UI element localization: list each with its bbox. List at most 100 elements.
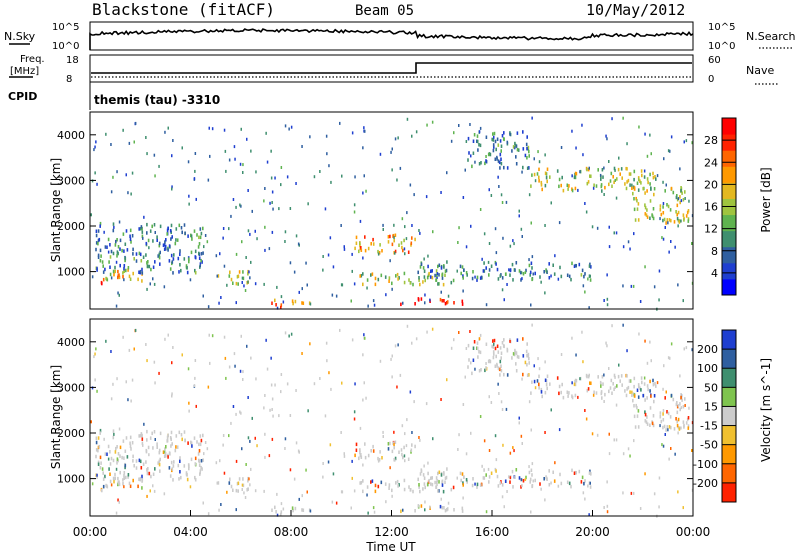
power-cell — [180, 268, 182, 273]
velocity-cell — [526, 353, 528, 358]
power-cell — [199, 264, 201, 268]
velocity-cell — [633, 414, 636, 419]
velocity-cell — [391, 488, 393, 493]
velocity-cell — [132, 478, 134, 483]
velocity-colorbar-swatch — [722, 425, 736, 446]
velocity-cell — [167, 433, 169, 438]
velocity-cell — [271, 408, 273, 411]
velocity-cell — [588, 373, 590, 377]
power-cell — [674, 245, 676, 249]
velocity-cell — [271, 437, 274, 441]
power-cell — [438, 282, 440, 286]
velocity-cell — [280, 502, 283, 506]
velocity-cell — [512, 446, 514, 450]
velocity-cell — [667, 411, 670, 416]
power-cell — [649, 199, 652, 203]
power-cell — [167, 226, 169, 231]
power-cell — [154, 260, 156, 264]
freq-tick-top: 18 — [66, 55, 79, 66]
power-cell — [249, 276, 251, 280]
power-cell — [465, 140, 468, 143]
velocity-cell — [541, 394, 543, 399]
power-cell — [654, 175, 656, 179]
velocity-cell — [601, 375, 604, 379]
power-cell — [682, 299, 684, 303]
power-cell — [351, 252, 353, 256]
velocity-cell — [635, 403, 637, 408]
power-cell — [608, 225, 610, 229]
power-cell — [106, 245, 108, 249]
velocity-cell — [478, 350, 480, 354]
velocity-cell — [275, 510, 277, 514]
power-cell — [423, 257, 425, 261]
power-cell — [584, 272, 586, 276]
velocity-cell — [613, 373, 616, 378]
power-cell — [397, 136, 399, 140]
velocity-cell — [307, 409, 309, 413]
velocity-cell — [423, 482, 426, 486]
velocity-cell — [567, 394, 569, 398]
velocity-cell — [364, 442, 366, 446]
power-cell — [230, 277, 233, 282]
power-cell — [402, 248, 404, 253]
power-cell — [241, 240, 243, 244]
velocity-cell — [426, 330, 428, 334]
velocity-cell — [125, 436, 128, 440]
velocity-cell — [403, 487, 406, 492]
power-cell — [146, 264, 149, 268]
velocity-cell — [117, 498, 119, 502]
power-cell — [158, 255, 161, 260]
velocity-cell — [424, 508, 426, 512]
power-cell — [665, 221, 667, 225]
velocity-cell — [132, 459, 134, 463]
power-cell — [127, 268, 129, 272]
velocity-cell — [392, 441, 394, 445]
power-cell — [633, 169, 636, 174]
power-cell — [230, 214, 232, 218]
velocity-cell — [558, 428, 561, 432]
power-cell — [684, 197, 686, 200]
velocity-cell — [235, 508, 237, 512]
power-cell — [388, 279, 390, 283]
velocity-cell — [209, 361, 211, 365]
velocity-cell — [574, 378, 577, 383]
power-cell — [428, 271, 430, 276]
velocity-cell — [138, 477, 140, 481]
velocity-cell — [116, 445, 118, 449]
velocity-cell — [487, 359, 490, 364]
velocity-cell — [429, 482, 432, 486]
power-cell — [247, 280, 249, 284]
velocity-cell — [194, 376, 196, 380]
power-cell — [123, 267, 125, 271]
velocity-cell — [179, 470, 181, 474]
velocity-cell — [124, 465, 126, 470]
velocity-cell — [611, 391, 613, 395]
power-cell — [132, 271, 134, 276]
power-cell — [498, 160, 501, 165]
power-cell — [544, 224, 546, 227]
velocity-cell — [514, 475, 516, 479]
power-cell — [643, 169, 646, 173]
velocity-cell — [247, 396, 249, 399]
power-cell — [394, 249, 397, 254]
velocity-cell — [167, 455, 169, 459]
velocity-cell — [343, 454, 346, 458]
velocity-cell — [676, 423, 679, 428]
velocity-cell — [436, 479, 439, 483]
power-cell — [593, 183, 595, 187]
velocity-cell — [374, 483, 377, 488]
power-cell — [97, 255, 100, 259]
power-cell — [518, 269, 521, 273]
velocity-cell — [181, 437, 183, 442]
power-cell — [241, 276, 244, 280]
velocity-cell — [188, 401, 190, 405]
velocity-cell — [545, 379, 548, 383]
power-cell — [384, 275, 387, 279]
velocity-cell — [119, 454, 121, 458]
x-tick-label: 16:00 — [475, 525, 510, 539]
velocity-cell — [685, 421, 688, 425]
velocity-cell — [603, 506, 605, 509]
power-cell — [680, 186, 682, 190]
power-cell — [476, 134, 479, 138]
